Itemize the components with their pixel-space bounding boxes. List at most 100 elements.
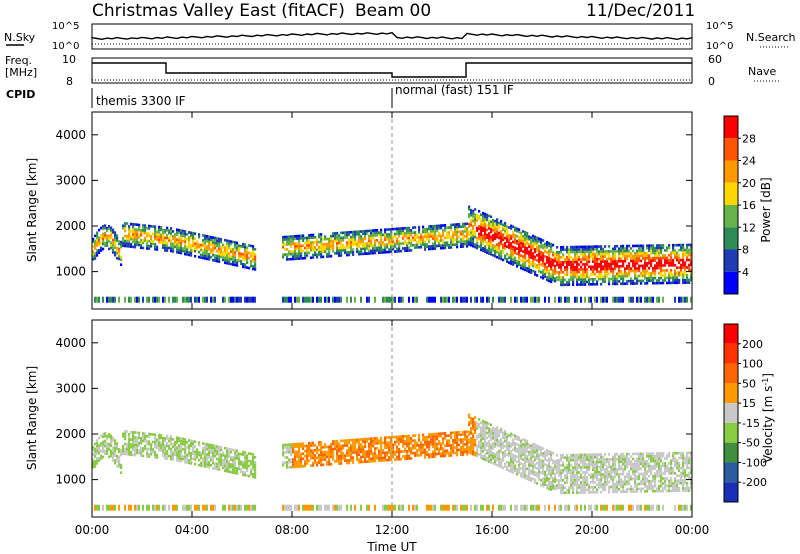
velocity-cell — [496, 433, 499, 437]
velocity-cell — [542, 464, 545, 468]
velocity-cell — [432, 435, 435, 438]
velocity-cell — [418, 444, 421, 447]
power-cell — [334, 237, 337, 240]
velocity-cell — [354, 438, 357, 442]
velocity-cell — [108, 455, 111, 459]
power-cell — [214, 241, 217, 245]
velocity-cell — [362, 455, 365, 459]
velocity-cell — [538, 445, 541, 448]
power-cell — [340, 246, 343, 250]
velocity-cell — [196, 453, 199, 456]
power-cell — [582, 280, 585, 284]
power-cell — [184, 296, 186, 303]
power-cell — [454, 233, 457, 236]
velocity-cell — [476, 504, 478, 511]
power-cell — [442, 244, 445, 247]
power-cell — [378, 233, 381, 237]
power-cell — [362, 237, 365, 241]
power-cell — [684, 271, 687, 274]
velocity-cell — [422, 436, 425, 439]
power-cell — [212, 296, 214, 303]
power-cell — [422, 230, 425, 234]
velocity-cell — [548, 470, 551, 473]
power-cell — [480, 218, 483, 222]
velocity-cell — [512, 458, 515, 462]
velocity-cell — [542, 452, 545, 455]
velocity-cell — [514, 457, 517, 460]
power-cell — [484, 215, 487, 218]
velocity-cell — [378, 439, 381, 442]
velocity-cell — [560, 504, 562, 511]
power-cell — [616, 280, 619, 283]
velocity-cell — [308, 454, 311, 458]
power-cell — [434, 239, 437, 243]
power-cell — [336, 296, 338, 303]
power-cell — [670, 254, 673, 257]
power-cell — [244, 258, 247, 261]
velocity-cell — [526, 444, 529, 448]
velocity-cell — [478, 445, 481, 449]
power-cell — [534, 248, 537, 251]
power-cell — [596, 280, 599, 283]
velocity-cell — [388, 443, 391, 447]
power-cell — [628, 272, 631, 275]
power-cell — [398, 232, 401, 235]
velocity-cell — [314, 459, 317, 462]
velocity-cell — [384, 446, 387, 449]
power-cell — [608, 280, 611, 283]
velocity-cell — [474, 416, 477, 419]
velocity-cell — [114, 461, 117, 465]
power-cell — [498, 226, 501, 230]
power-cell — [304, 256, 307, 260]
velocity-cell — [292, 445, 295, 449]
velocity-cell — [302, 465, 305, 468]
power-cell — [542, 246, 545, 250]
colorbar-swatch — [724, 160, 738, 183]
velocity-cell — [292, 450, 295, 454]
power-cell — [200, 243, 203, 247]
velocity-cell — [378, 451, 381, 455]
velocity-cell — [558, 469, 561, 472]
velocity-cell — [152, 450, 155, 454]
velocity-cell — [158, 448, 161, 452]
velocity-cell — [110, 442, 113, 445]
power-cell — [666, 261, 669, 265]
velocity-cell — [312, 449, 315, 452]
power-cell — [634, 277, 637, 280]
velocity-cell — [394, 443, 397, 446]
velocity-cell — [124, 437, 127, 441]
power-cell — [660, 269, 663, 272]
velocity-cell — [296, 462, 299, 466]
power-cell — [672, 281, 675, 285]
velocity-cell — [508, 444, 511, 447]
velocity-cell — [546, 484, 549, 487]
power-cell — [678, 253, 681, 257]
velocity-cell — [524, 471, 527, 475]
velocity-cell — [488, 452, 491, 456]
power-cell — [588, 278, 591, 281]
power-cell — [172, 242, 175, 246]
velocity-cell — [386, 458, 389, 462]
power-cell — [412, 236, 415, 239]
velocity-cell — [438, 432, 441, 436]
power-cell — [602, 277, 605, 281]
velocity-cell — [134, 441, 137, 444]
power-cell — [206, 255, 209, 258]
power-cell — [506, 260, 509, 263]
power-cell — [284, 243, 287, 246]
power-cell — [620, 247, 623, 250]
velocity-cell — [250, 470, 253, 473]
velocity-cell — [172, 445, 175, 449]
velocity-cell — [172, 450, 175, 454]
power-cell — [178, 228, 181, 232]
power-cell — [500, 220, 503, 223]
power-cell — [538, 237, 541, 240]
power-cell — [630, 267, 633, 270]
power-cell — [506, 235, 509, 238]
power-cell — [650, 274, 653, 277]
power-cell — [128, 237, 131, 241]
power-cell — [666, 246, 669, 250]
velocity-cell — [444, 432, 447, 435]
velocity-cell — [550, 476, 553, 479]
power-cell — [168, 229, 171, 232]
